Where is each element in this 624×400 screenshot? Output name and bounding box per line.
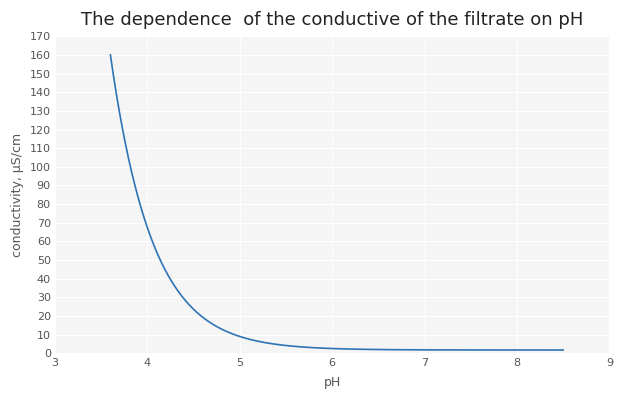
X-axis label: pH: pH	[323, 376, 341, 389]
Y-axis label: conductivity, µS/cm: conductivity, µS/cm	[11, 133, 24, 257]
Title: The dependence  of the conductive of the filtrate on pH: The dependence of the conductive of the …	[81, 11, 583, 29]
